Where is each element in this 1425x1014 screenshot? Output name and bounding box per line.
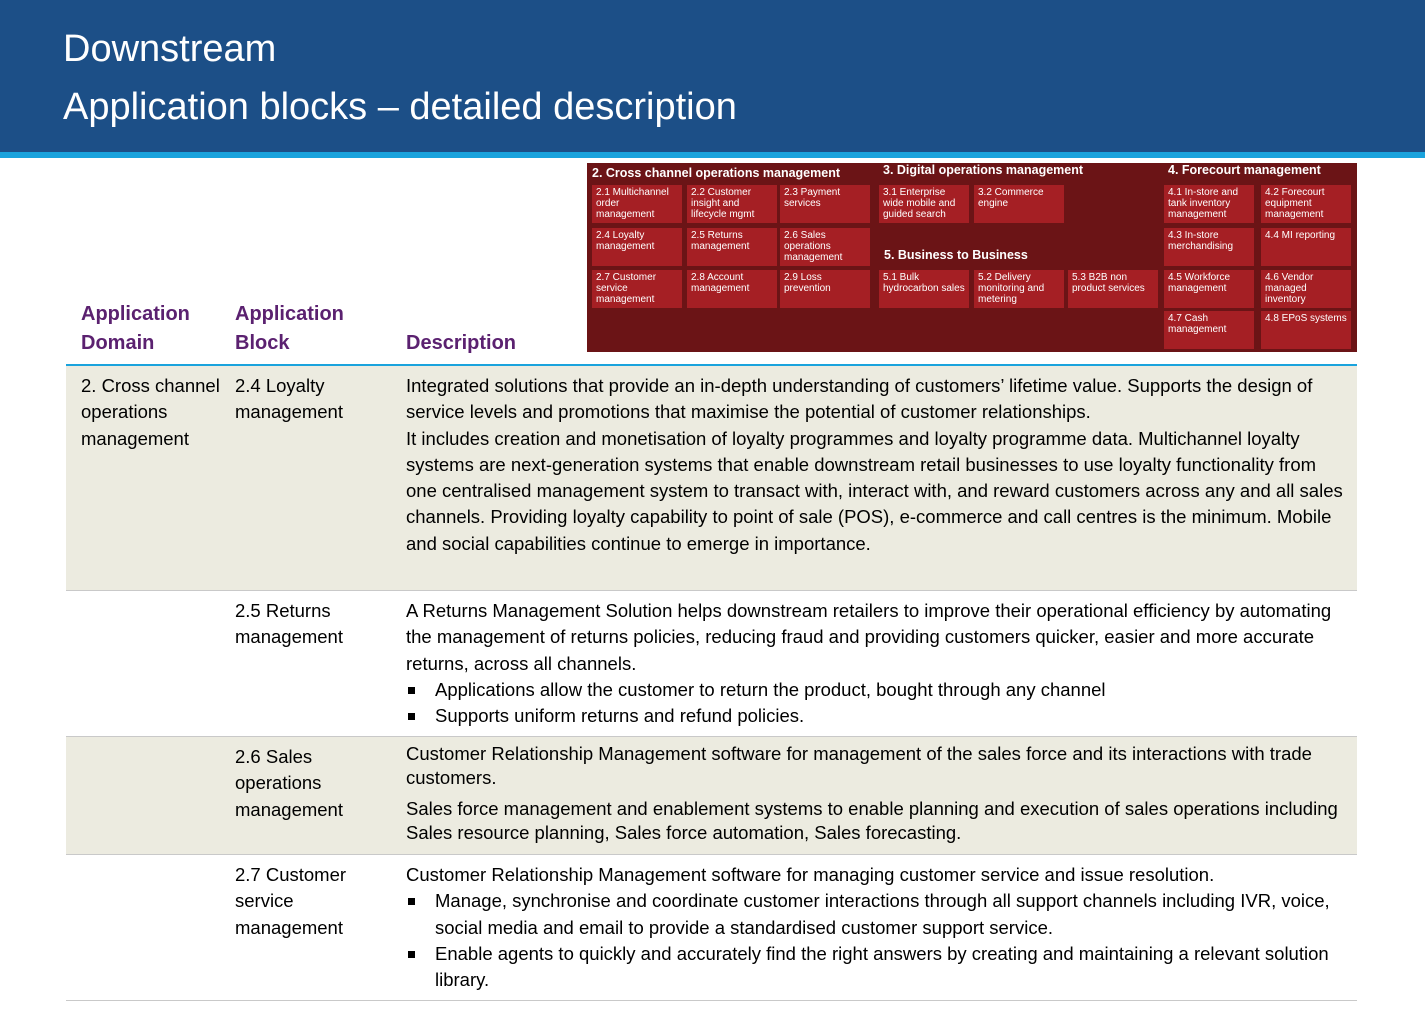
table-row: 2.5 Returns management A Returns Managem… xyxy=(66,591,1357,737)
block-4-1: 4.1 In-store and tank inventory manageme… xyxy=(1164,185,1254,223)
block-2-7: 2.7 Customer service management xyxy=(592,270,682,308)
col-header-block-line2: Block xyxy=(235,332,290,354)
block-2-2: 2.2 Customer insight and lifecycle mgmt xyxy=(687,185,777,223)
col-header-domain-line1: Application xyxy=(81,303,190,325)
row-description: Customer Relationship Management softwar… xyxy=(406,742,1351,845)
page-title: Downstream xyxy=(63,28,277,70)
block-2-6: 2.6 Sales operations management xyxy=(780,228,870,266)
block-5-2: 5.2 Delivery monitoring and metering xyxy=(974,270,1064,308)
description-paragraph: Integrated solutions that provide an in-… xyxy=(406,375,1313,423)
block-5-3: 5.3 B2B non product services xyxy=(1068,270,1158,308)
banner-accent-line xyxy=(0,152,1425,158)
description-paragraph: Customer Relationship Management softwar… xyxy=(406,743,1312,788)
section-forecourt: 4. Forecourt management xyxy=(1168,163,1321,177)
block-2-9: 2.9 Loss prevention xyxy=(780,270,870,308)
col-header-description: Description xyxy=(406,332,517,354)
block-4-3: 4.3 In-store merchandising xyxy=(1164,228,1254,266)
block-2-3: 2.3 Payment services xyxy=(780,185,870,223)
block-4-4: 4.4 MI reporting xyxy=(1261,228,1351,266)
block-5-1: 5.1 Bulk hydrocarbon sales xyxy=(879,270,969,308)
bullet-square-icon xyxy=(408,686,415,694)
bullet-text: Applications allow the customer to retur… xyxy=(435,678,1106,700)
block-2-5: 2.5 Returns management xyxy=(687,228,777,266)
description-paragraph: A Returns Management Solution helps down… xyxy=(406,600,1332,674)
description-paragraph: Customer Relationship Management softwar… xyxy=(406,864,1215,885)
row-domain: 2. Cross channel operations management xyxy=(81,375,220,449)
block-4-6: 4.6 Vendor managed inventory xyxy=(1261,270,1351,308)
header-rule xyxy=(66,364,1357,366)
page-subtitle: Application blocks – detailed descriptio… xyxy=(63,86,737,128)
description-paragraph: Sales force management and enablement sy… xyxy=(406,798,1338,843)
row-block: 2.5 Returns management xyxy=(235,600,343,648)
bullet-square-icon xyxy=(408,713,415,721)
row-block: 2.4 Loyalty management xyxy=(235,375,343,423)
row-block: 2.6 Sales operations management xyxy=(235,746,343,820)
col-header-block: Application Block xyxy=(235,300,344,358)
table-row: 2. Cross channel operations management 2… xyxy=(66,366,1357,591)
col-header-domain: Application Domain xyxy=(81,300,190,358)
description-paragraph: It includes creation and monetisation of… xyxy=(406,427,1343,554)
block-2-8: 2.8 Account management xyxy=(687,270,777,308)
block-4-5: 4.5 Workforce management xyxy=(1164,270,1254,308)
bullet-item: Supports uniform returns and refund poli… xyxy=(406,703,1351,729)
bullet-text: Supports uniform returns and refund poli… xyxy=(435,705,805,727)
row-description: Integrated solutions that provide an in-… xyxy=(406,373,1351,557)
table-row: 2.6 Sales operations management Customer… xyxy=(66,737,1357,855)
title-banner: Downstream Application blocks – detailed… xyxy=(0,0,1425,152)
row-description: Customer Relationship Management softwar… xyxy=(406,862,1351,993)
section-b2b: 5. Business to Business xyxy=(884,248,1028,262)
row-block: 2.7 Customer service management xyxy=(235,864,347,938)
bullet-text: Enable agents to quickly and accurately … xyxy=(435,942,1329,991)
block-3-1: 3.1 Enterprise wide mobile and guided se… xyxy=(879,185,969,223)
col-header-domain-line2: Domain xyxy=(81,332,155,354)
bullet-item: Applications allow the customer to retur… xyxy=(406,677,1351,703)
block-3-2: 3.2 Commerce engine xyxy=(974,185,1064,223)
row-description: A Returns Management Solution helps down… xyxy=(406,598,1351,729)
block-2-4: 2.4 Loyalty management xyxy=(592,228,682,266)
block-4-8: 4.8 EPoS systems xyxy=(1261,311,1351,349)
bullet-square-icon xyxy=(408,898,415,906)
bullet-item: Manage, synchronise and coordinate custo… xyxy=(406,888,1351,941)
block-4-2: 4.2 Forecourt equipment management xyxy=(1261,185,1351,223)
bullet-text: Manage, synchronise and coordinate custo… xyxy=(435,890,1330,938)
col-header-block-line1: Application xyxy=(235,303,344,325)
block-2-1: 2.1 Multichannel order management xyxy=(592,185,682,223)
application-map: 2. Cross channel operations management 3… xyxy=(587,163,1357,352)
bullet-square-icon xyxy=(408,950,415,958)
block-4-7: 4.7 Cash management xyxy=(1164,311,1254,349)
section-cross-channel: 2. Cross channel operations management xyxy=(592,166,840,180)
section-digital-ops: 3. Digital operations management xyxy=(883,163,1084,177)
table-row: 2.7 Customer service management Customer… xyxy=(66,855,1357,1001)
bullet-item: Enable agents to quickly and accurately … xyxy=(406,941,1351,994)
